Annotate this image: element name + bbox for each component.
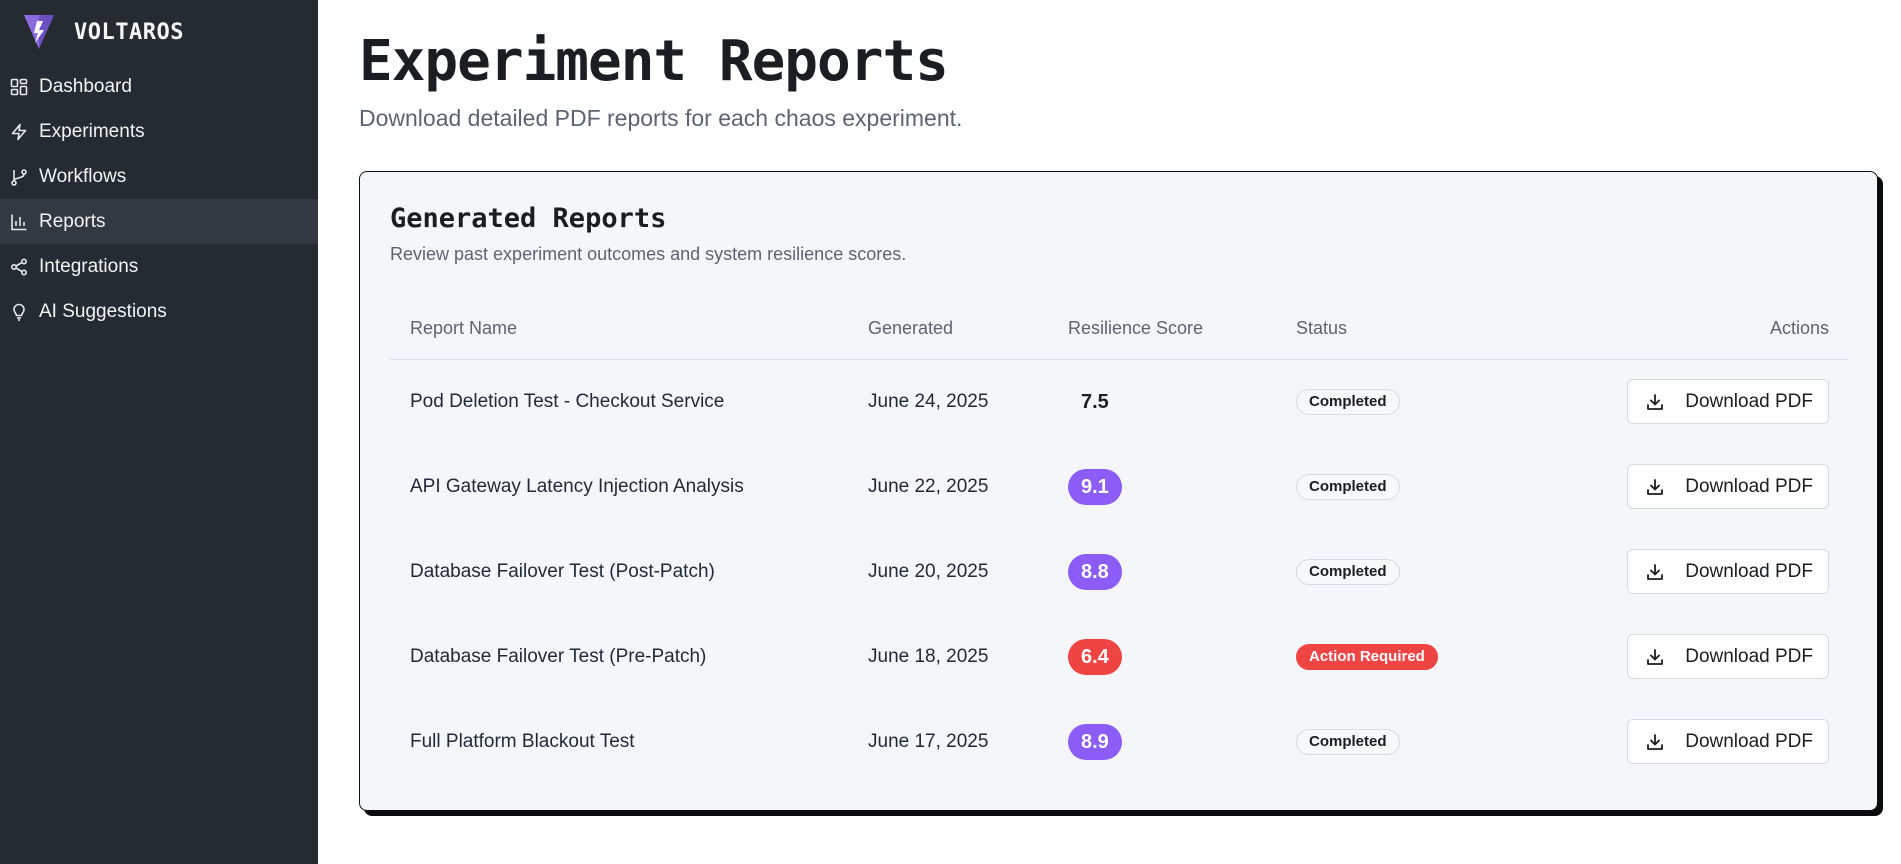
download-pdf-button[interactable]: Download PDF: [1627, 464, 1829, 509]
status-badge: Completed: [1296, 473, 1400, 500]
download-pdf-label: Download PDF: [1685, 560, 1813, 582]
lightning-icon: [10, 123, 28, 141]
generated-date: June 22, 2025: [868, 475, 989, 497]
table-row: API Gateway Latency Injection Analysis J…: [390, 444, 1849, 529]
card-subtitle: Review past experiment outcomes and syst…: [390, 244, 907, 264]
table-row: Database Failover Test (Post-Patch) June…: [390, 529, 1849, 614]
table-row: Database Failover Test (Pre-Patch) June …: [390, 614, 1849, 699]
sidebar-item-integrations[interactable]: Integrations: [0, 244, 318, 289]
sidebar-item-dashboard[interactable]: Dashboard: [0, 64, 318, 109]
download-pdf-button[interactable]: Download PDF: [1627, 634, 1829, 679]
sidebar-item-experiments[interactable]: Experiments: [0, 109, 318, 154]
generated-date: June 18, 2025: [868, 645, 989, 667]
sidebar-item-workflows[interactable]: Workflows: [0, 154, 318, 199]
git-branch-icon: [10, 168, 28, 186]
download-icon: [1647, 648, 1664, 665]
resilience-score-badge: 7.5: [1081, 390, 1109, 413]
lightbulb-icon: [10, 303, 28, 321]
grid-icon: [10, 78, 28, 96]
resilience-score-badge: 9.1: [1068, 468, 1122, 505]
sidebar-item-label: Integrations: [39, 255, 139, 277]
generated-date: June 20, 2025: [868, 560, 989, 582]
download-icon: [1647, 733, 1664, 750]
download-icon: [1647, 563, 1664, 580]
share-icon: [10, 257, 28, 276]
bar-chart-icon: [10, 213, 28, 231]
status-badge: Completed: [1296, 388, 1400, 415]
download-pdf-label: Download PDF: [1685, 390, 1813, 412]
status-badge: Completed: [1296, 728, 1400, 755]
generated-date: June 24, 2025: [868, 390, 989, 412]
page-subtitle: Download detailed PDF reports for each c…: [359, 105, 963, 131]
resilience-score-badge: 8.8: [1068, 553, 1122, 590]
brand-name: VOLTAROS: [74, 19, 184, 45]
report-name: API Gateway Latency Injection Analysis: [410, 475, 744, 497]
sidebar-nav: Dashboard Experiments Workflows: [0, 64, 318, 334]
column-header-resilience-score: Resilience Score: [1068, 299, 1296, 360]
download-pdf-button[interactable]: Download PDF: [1627, 379, 1829, 425]
status-badge: Completed: [1296, 558, 1400, 585]
sidebar-item-reports[interactable]: Reports: [0, 199, 318, 244]
sidebar-item-label: AI Suggestions: [39, 300, 167, 322]
sidebar-item-label: Experiments: [39, 120, 145, 142]
column-header-actions: Actions: [1596, 299, 1849, 360]
table-row: Pod Deletion Test - Checkout Service Jun…: [390, 359, 1849, 444]
voltaros-logo-icon: [24, 15, 54, 49]
page-title: Experiment Reports: [359, 29, 949, 94]
sidebar-item-label: Workflows: [39, 165, 127, 187]
sidebar-item-label: Reports: [39, 210, 106, 232]
status-badge: Action Required: [1296, 643, 1438, 670]
download-pdf-label: Download PDF: [1685, 475, 1813, 497]
sidebar-item-ai-suggestions[interactable]: AI Suggestions: [0, 289, 318, 334]
table-row: Full Platform Blackout Test June 17, 202…: [390, 699, 1849, 784]
download-pdf-label: Download PDF: [1685, 730, 1813, 752]
column-header-status: Status: [1296, 299, 1596, 360]
main-content: Experiment Reports Download detailed PDF…: [318, 0, 1901, 864]
brand[interactable]: VOLTAROS: [0, 0, 318, 64]
resilience-score-badge: 8.9: [1068, 723, 1122, 760]
download-pdf-button[interactable]: Download PDF: [1627, 719, 1829, 764]
download-pdf-button[interactable]: Download PDF: [1627, 549, 1829, 594]
generated-reports-card: Generated Reports Review past experiment…: [359, 171, 1878, 811]
reports-table: Report Name Generated Resilience Score S…: [390, 299, 1849, 784]
sidebar-item-label: Dashboard: [39, 75, 132, 97]
generated-date: June 17, 2025: [868, 730, 989, 752]
column-header-generated: Generated: [868, 299, 1068, 360]
resilience-score-badge: 6.4: [1068, 638, 1122, 675]
download-icon: [1647, 393, 1664, 410]
download-pdf-label: Download PDF: [1685, 645, 1813, 667]
card-title: Generated Reports: [390, 203, 667, 234]
report-name: Database Failover Test (Post-Patch): [410, 560, 715, 582]
report-name: Database Failover Test (Pre-Patch): [410, 645, 707, 667]
column-header-report-name: Report Name: [390, 299, 868, 360]
download-icon: [1647, 478, 1664, 495]
sidebar: VOLTAROS Dashboard Experiments: [0, 0, 318, 864]
report-name: Full Platform Blackout Test: [410, 730, 635, 752]
table-header-row: Report Name Generated Resilience Score S…: [390, 299, 1849, 360]
report-name: Pod Deletion Test - Checkout Service: [410, 390, 725, 412]
